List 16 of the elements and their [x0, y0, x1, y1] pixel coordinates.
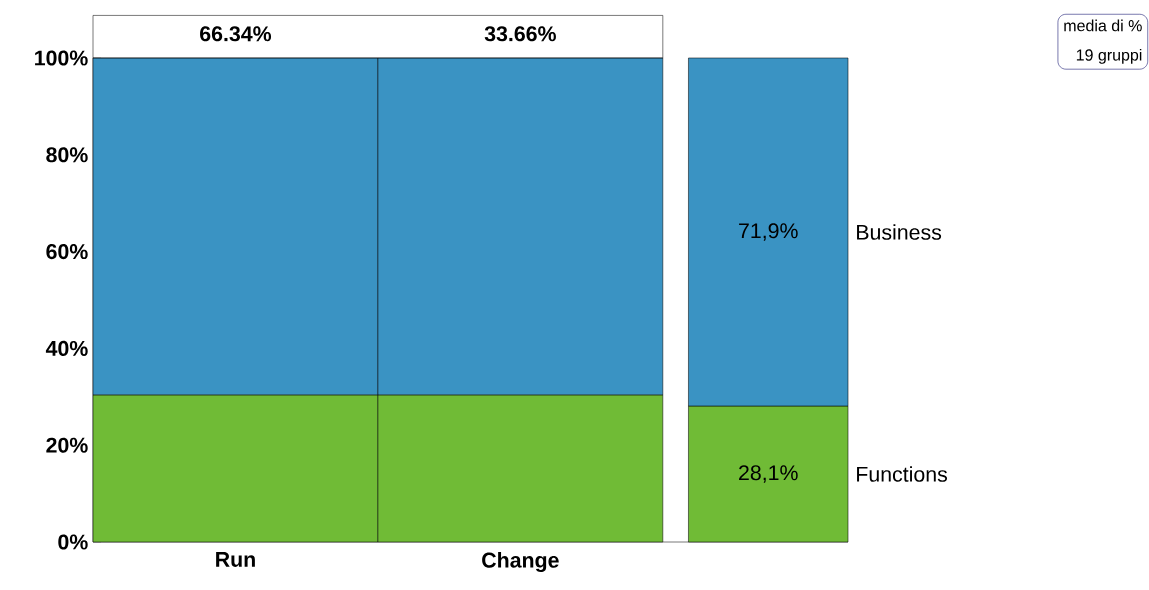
text: 66.34%	[200, 26, 272, 42]
y-tick-label: 60%	[46, 244, 88, 260]
series-label: Business	[857, 224, 942, 240]
y-tick-label: 0%	[58, 534, 88, 550]
text: 19 gruppi	[1076, 48, 1142, 64]
x-tick-label: Run	[216, 552, 255, 567]
text: 33.66%	[484, 26, 556, 42]
y-tick-label: 40%	[45, 340, 88, 356]
y-tick-label: 20%	[46, 437, 88, 453]
series-label: Functions	[857, 466, 948, 482]
data-label: 71,9%	[739, 223, 798, 241]
y-tick-label: 80%	[46, 147, 88, 163]
data-label: 28,1%	[739, 465, 798, 483]
y-tick-label: 100%	[35, 50, 88, 66]
text: media di %	[1064, 19, 1142, 32]
x-tick-label: Change	[482, 552, 559, 573]
